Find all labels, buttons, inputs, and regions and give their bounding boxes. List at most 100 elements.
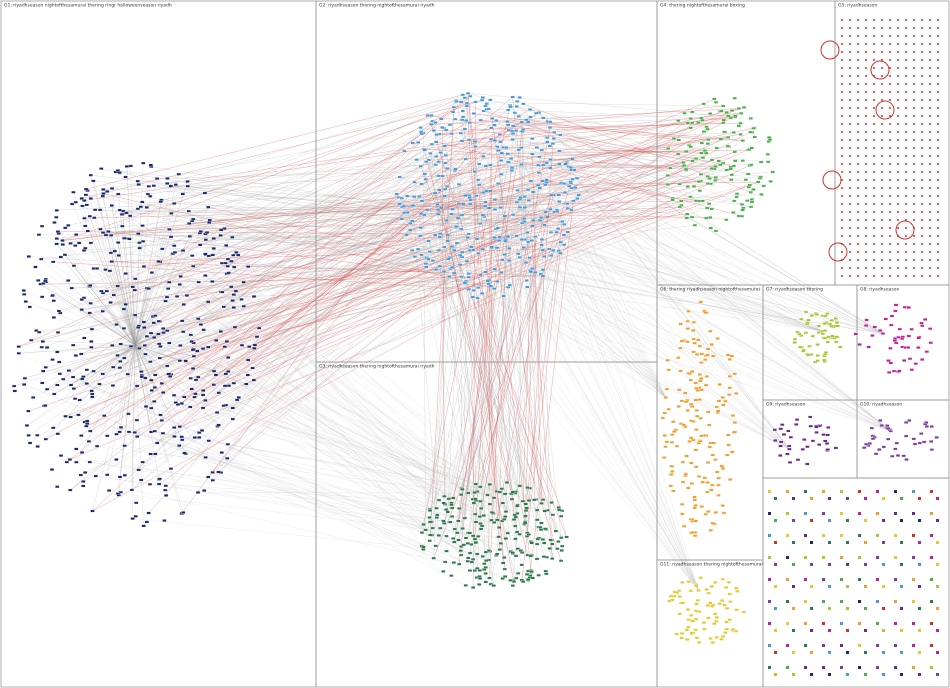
node — [449, 506, 455, 510]
node — [905, 227, 907, 229]
node — [436, 208, 441, 212]
node — [913, 195, 915, 197]
node — [679, 502, 685, 506]
node — [713, 511, 719, 514]
node — [889, 27, 891, 29]
node — [685, 121, 690, 125]
node — [849, 195, 851, 197]
node — [693, 381, 698, 385]
node — [826, 426, 831, 429]
node — [552, 130, 557, 134]
node — [122, 356, 127, 360]
node — [89, 327, 95, 331]
edge — [512, 96, 790, 450]
node — [905, 235, 907, 237]
node — [148, 163, 153, 167]
edge — [199, 233, 502, 489]
node — [873, 219, 875, 221]
node — [86, 439, 92, 443]
node — [550, 142, 556, 146]
node — [106, 230, 111, 233]
node — [824, 442, 830, 445]
node — [780, 423, 785, 427]
node — [709, 158, 715, 162]
node — [937, 115, 939, 117]
node — [197, 436, 202, 439]
node — [213, 373, 219, 377]
node — [103, 233, 109, 237]
node — [224, 340, 230, 343]
edge — [170, 185, 456, 228]
node — [713, 176, 718, 179]
node — [921, 227, 923, 229]
edge — [439, 189, 699, 591]
edge — [35, 266, 476, 540]
node — [876, 490, 879, 493]
group-label: G5: riyadhseason — [838, 2, 877, 8]
node — [810, 541, 813, 544]
node — [921, 211, 923, 213]
node — [911, 437, 916, 441]
node — [460, 115, 466, 119]
node — [196, 280, 201, 284]
edge — [205, 254, 452, 504]
edge — [107, 344, 136, 475]
node — [873, 235, 875, 237]
node — [937, 163, 939, 165]
node — [517, 96, 522, 99]
node — [548, 231, 554, 234]
node — [103, 268, 108, 272]
node — [210, 478, 215, 482]
node — [547, 547, 552, 550]
node — [913, 99, 915, 101]
node — [809, 314, 815, 317]
edge — [458, 184, 699, 591]
edge — [134, 140, 463, 291]
edge — [412, 205, 440, 536]
node — [492, 123, 497, 127]
node — [522, 217, 527, 221]
edge — [488, 108, 891, 432]
node — [857, 123, 859, 125]
node — [724, 168, 729, 172]
node — [502, 517, 507, 521]
node — [876, 556, 879, 559]
node — [905, 163, 907, 165]
node — [210, 280, 215, 283]
edge — [532, 153, 703, 158]
edge — [124, 344, 136, 359]
node — [730, 450, 735, 454]
node — [79, 434, 84, 437]
node — [480, 213, 486, 217]
node — [804, 578, 807, 581]
node — [838, 345, 843, 349]
node — [674, 632, 679, 636]
node — [681, 164, 687, 167]
node — [515, 504, 520, 508]
node — [140, 460, 145, 464]
node — [507, 283, 513, 287]
node — [185, 184, 190, 188]
node — [64, 460, 69, 464]
node — [218, 234, 223, 237]
node — [543, 210, 548, 214]
node — [881, 227, 883, 229]
node — [557, 149, 562, 153]
node — [423, 160, 429, 164]
node — [881, 91, 883, 93]
node — [810, 585, 813, 588]
node — [921, 163, 923, 165]
node — [545, 136, 550, 139]
node — [234, 251, 239, 254]
edge — [523, 103, 884, 334]
node — [724, 218, 729, 222]
node — [746, 185, 752, 189]
node — [894, 512, 897, 515]
node — [876, 600, 879, 603]
node — [548, 207, 553, 211]
edge — [134, 344, 238, 400]
node — [542, 255, 547, 258]
node — [541, 555, 547, 559]
node — [180, 438, 185, 442]
node — [929, 27, 931, 29]
